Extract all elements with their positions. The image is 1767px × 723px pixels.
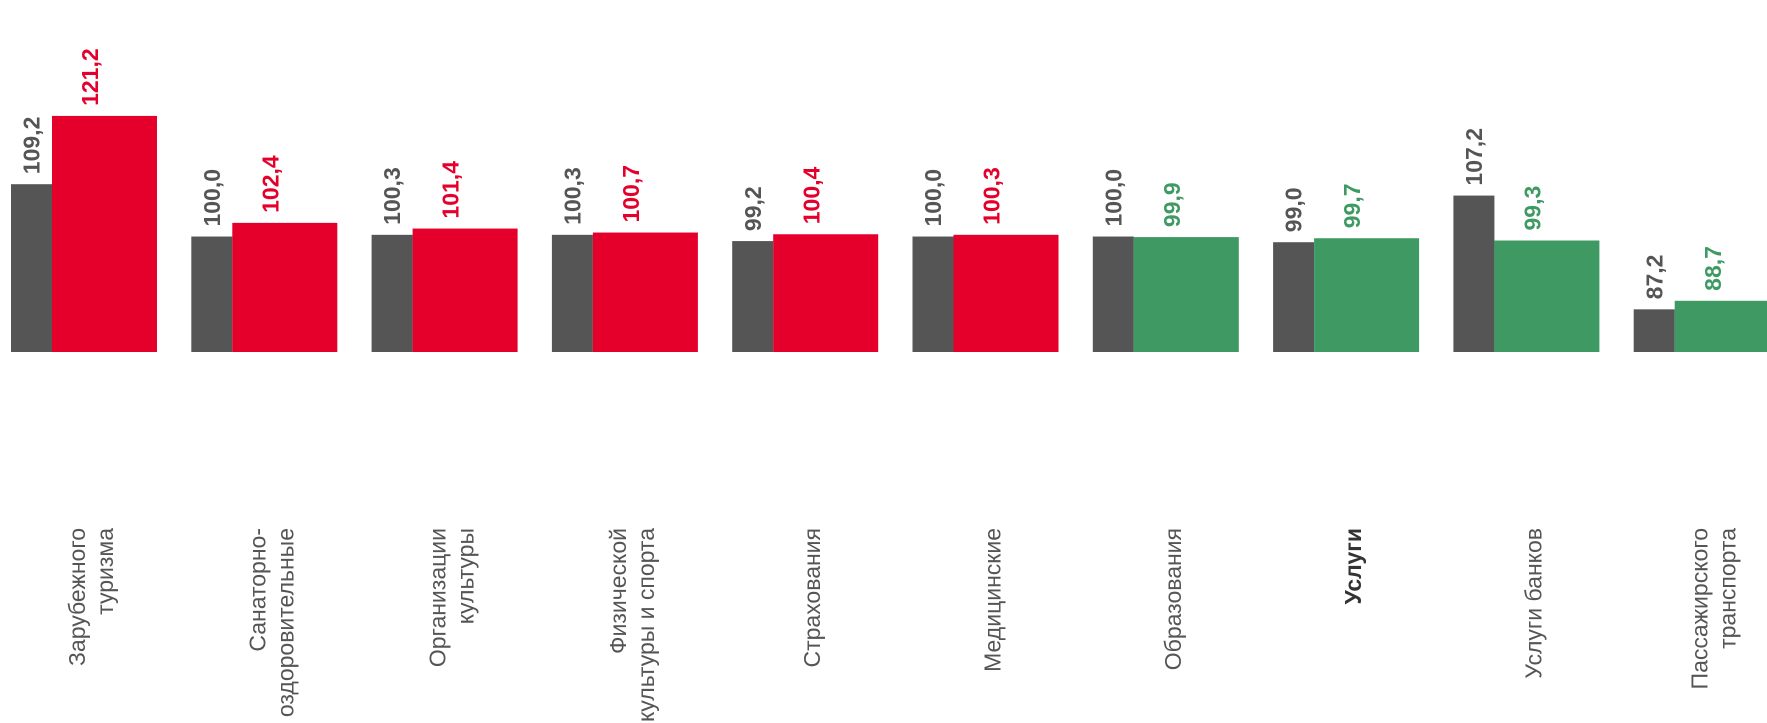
- value-label: 99,9: [1159, 182, 1185, 227]
- bar: [551, 234, 593, 352]
- category-label: Пассажирского транспорта: [1686, 528, 1741, 690]
- category-label: Образования: [1159, 528, 1186, 671]
- bar: [592, 232, 698, 352]
- value-label: 100,0: [920, 169, 946, 227]
- bar: [1314, 238, 1420, 352]
- bar: [11, 184, 52, 352]
- bar: [52, 115, 157, 352]
- bar: [1092, 236, 1134, 352]
- bar: [732, 241, 774, 352]
- value-label: 99,2: [740, 186, 766, 231]
- category-label: Страхования: [799, 528, 826, 668]
- value-label: 99,0: [1281, 187, 1307, 232]
- bar: [773, 234, 879, 352]
- bar: [1453, 195, 1495, 352]
- value-label: 87,2: [1641, 255, 1667, 300]
- bar: [1674, 300, 1767, 352]
- category-label: Организации культуры: [424, 528, 479, 668]
- category-label: Физической культуры и спорта: [604, 528, 659, 723]
- value-label: 107,2: [1461, 128, 1487, 186]
- bar: [1633, 309, 1675, 352]
- bar: [1133, 237, 1239, 352]
- value-label: 100,3: [979, 167, 1005, 225]
- value-label: 88,7: [1700, 246, 1726, 291]
- bar: [1494, 240, 1600, 352]
- bar: [412, 228, 518, 352]
- category-label: Услуги: [1340, 528, 1367, 605]
- value-label: 101,4: [438, 161, 464, 219]
- value-label: 100,3: [559, 167, 585, 225]
- value-label: 100,0: [199, 169, 225, 227]
- value-label: 100,4: [798, 166, 824, 224]
- category-label: Санаторно-оздоровительные: [244, 528, 299, 718]
- value-label: 121,2: [77, 48, 103, 106]
- bar: [191, 236, 233, 352]
- value-label: 100,3: [379, 167, 405, 225]
- category-label: Медицинские: [979, 528, 1006, 672]
- value-label: 100,7: [618, 165, 644, 223]
- bar: [371, 234, 413, 352]
- value-label: 102,4: [257, 155, 283, 213]
- bar: [953, 234, 1059, 352]
- bar: [912, 236, 954, 352]
- value-label: 109,2: [19, 117, 45, 175]
- value-label: 99,3: [1519, 186, 1545, 231]
- value-label: 100,0: [1100, 169, 1126, 227]
- category-label: Услуги банков: [1520, 528, 1547, 679]
- value-label: 99,7: [1339, 183, 1365, 228]
- bar: [232, 222, 338, 352]
- bar: [1273, 242, 1315, 352]
- category-label: Зарубежного туризма: [64, 528, 118, 666]
